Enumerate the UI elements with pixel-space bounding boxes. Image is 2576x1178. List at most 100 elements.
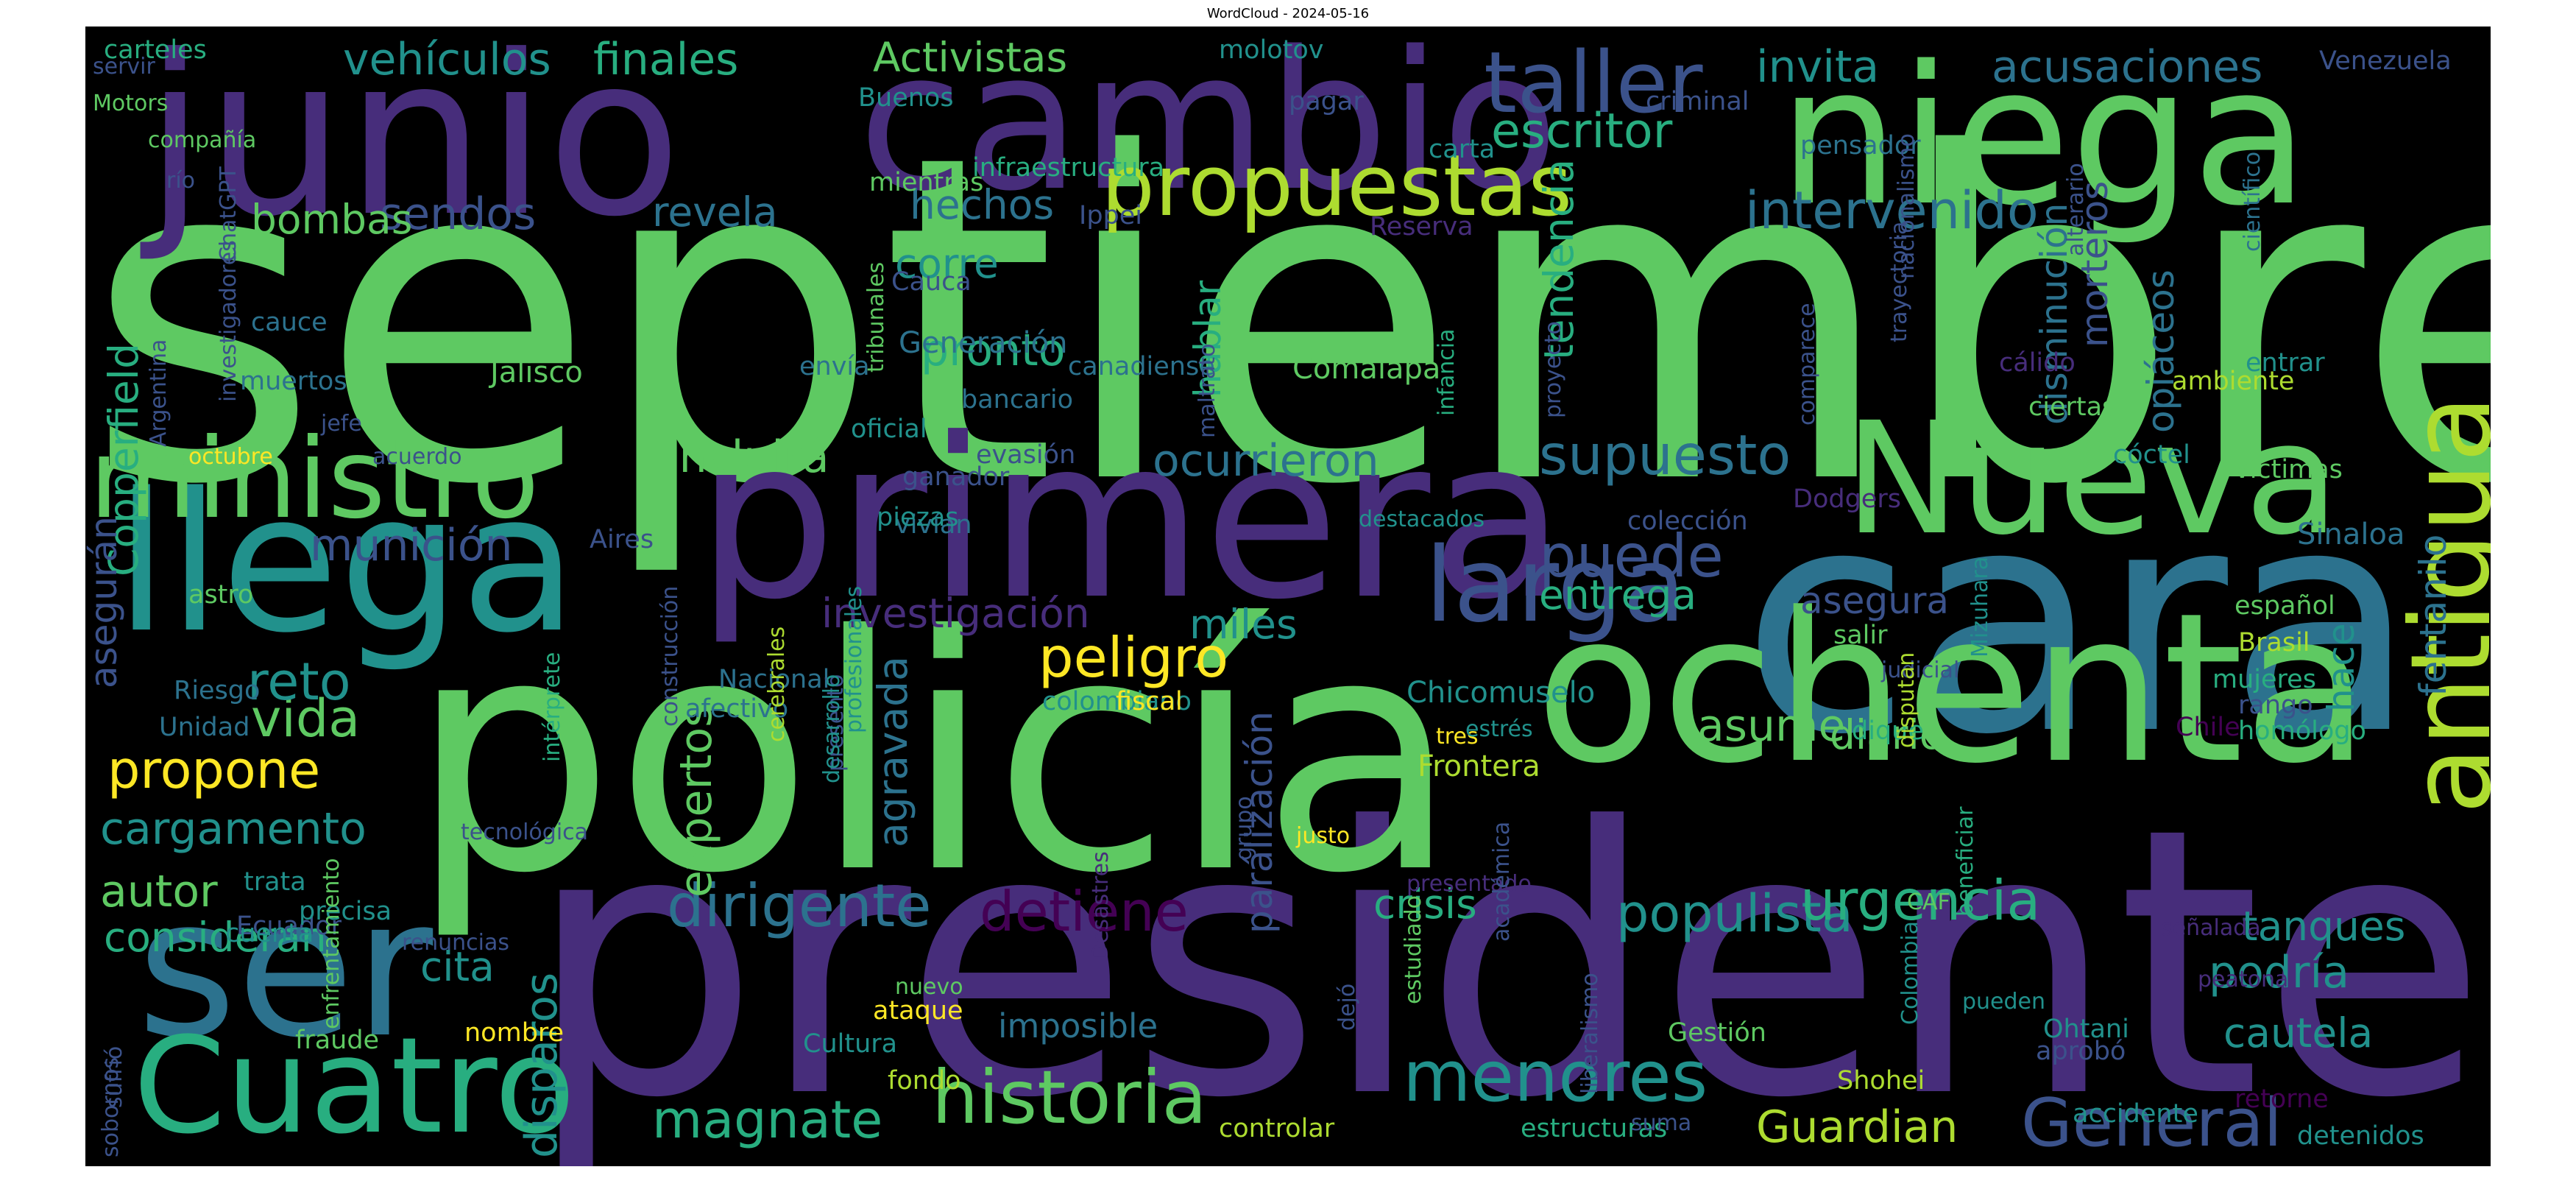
word-ser: ser xyxy=(137,858,434,1080)
word-general: General xyxy=(2021,1084,2282,1162)
word-autor: autor xyxy=(100,866,218,917)
word-dirigente: dirigente xyxy=(667,872,932,940)
word-oficial: oficial xyxy=(851,415,927,444)
word-opiaceos: opiáceos xyxy=(2140,269,2182,433)
word-muertos: muertos xyxy=(240,367,347,396)
word-presentado: presentado xyxy=(1406,871,1532,897)
word-dodgers: Dodgers xyxy=(1793,484,1901,514)
word-nuevo: nuevo xyxy=(895,974,963,1000)
word-mujeres: mujeres xyxy=(2212,665,2316,694)
word-bancario: bancario xyxy=(961,385,1074,415)
word-municion: munición xyxy=(310,520,513,571)
word-dejo: dejó xyxy=(1334,983,1360,1031)
word-shohei: Shohei xyxy=(1837,1066,1925,1096)
word-cultura: Cultura xyxy=(803,1029,898,1059)
word-controlar: controlar xyxy=(1219,1114,1335,1143)
word-frontera: Frontera xyxy=(1418,750,1540,783)
word-cautela: cautela xyxy=(2223,1009,2374,1057)
word-coleccion: colección xyxy=(1627,507,1748,536)
word-salir: salir xyxy=(1833,621,1888,650)
word-investigadores: investigadores xyxy=(216,240,241,402)
word-menores: menores xyxy=(1403,1037,1708,1118)
word-octubre: octubre xyxy=(188,444,273,470)
word-tribunales: tribunales xyxy=(863,261,889,373)
word-larga: larga xyxy=(1425,526,1686,646)
word-beneficiar: beneficiar xyxy=(1953,806,1978,917)
word-profesionales: profesionales xyxy=(841,585,867,733)
word-urgencia: urgencia xyxy=(1800,868,2041,933)
word-ochenta: ochenta xyxy=(1535,569,2370,809)
word-suma: suma xyxy=(1631,1110,1692,1136)
word-agravada: agravada xyxy=(869,656,916,847)
word-generacion: Generación xyxy=(899,326,1068,360)
word-grupo: grupo xyxy=(1231,796,1257,861)
word-maltrato: maltrato xyxy=(1195,343,1220,438)
word-vivian: vivían xyxy=(895,510,972,540)
word-asume: asume xyxy=(1697,700,1846,752)
word-llega: llega xyxy=(115,453,578,675)
word-construccion: construcción xyxy=(657,585,683,727)
word-cara: cara xyxy=(1741,442,2418,803)
word-criminal: criminal xyxy=(1646,87,1749,116)
word-propone: propone xyxy=(107,740,321,800)
word-fiscal: fiscal xyxy=(1116,687,1183,716)
word-precisa: precisa xyxy=(299,897,392,926)
word-estructuras: estructuras xyxy=(1521,1114,1668,1143)
word-enfrentamiento: enfrentamiento xyxy=(319,858,344,1029)
word-colombiano: colombiano xyxy=(1042,687,1192,716)
word-mizuhara: Mizuhara xyxy=(1967,556,1993,657)
word-aires: Aires xyxy=(590,525,654,554)
word-diario: diario xyxy=(1830,711,1945,758)
word-infraestructura: infraestructura xyxy=(972,153,1165,183)
word-cuenta: cuenta xyxy=(225,919,314,948)
word-argentina: Argentina xyxy=(146,339,171,447)
word-disputan: disputan xyxy=(1894,652,1919,748)
word-cita: cita xyxy=(420,943,495,990)
word-canadiense: canadiense xyxy=(1068,352,1215,381)
word-investigacion: investigación xyxy=(821,590,1090,637)
word-activistas: Activistas xyxy=(873,34,1068,81)
word-carteles: carteles xyxy=(104,35,207,65)
word-evasion: evasión xyxy=(976,440,1076,470)
word-detenidos: detenidos xyxy=(2297,1121,2424,1151)
word-desastres: Desastres xyxy=(1088,851,1114,961)
word-colombia: Colombia xyxy=(1897,921,1923,1025)
word-populista: populista xyxy=(1616,884,1853,944)
word-accidente: accidente xyxy=(2073,1099,2198,1129)
word-ecuador: Ecuador xyxy=(236,911,342,941)
word-acusaciones: acusaciones xyxy=(1992,41,2263,93)
word-guardian: Guardian xyxy=(1756,1101,1958,1153)
word-piezas: piezas xyxy=(877,503,959,532)
word-corre: corre xyxy=(895,240,999,287)
word-brasil: Brasil xyxy=(2238,628,2310,657)
word-pensador: pensador xyxy=(1800,131,1921,161)
word-ohtani: Ohtani xyxy=(2043,1015,2129,1044)
word-acuerdo: acuerdo xyxy=(372,444,462,470)
word-molotov: molotov xyxy=(1219,35,1324,65)
word-tecnologica: tecnológica xyxy=(461,819,589,845)
word-afectivo: afectivo xyxy=(685,694,789,724)
word-cambio: cambio xyxy=(858,27,1559,233)
word-renuncias: renuncias xyxy=(402,930,510,956)
word-senalada: señalada xyxy=(2161,915,2261,941)
word-vehiculos: vehículos xyxy=(343,34,551,85)
word-nueva: Nueva xyxy=(1844,389,2340,569)
word-mientras: mientras xyxy=(869,168,984,197)
word-aprobo: aprobó xyxy=(2036,1037,2126,1066)
word-ambiente: ambiente xyxy=(2172,367,2295,396)
word-miles: miles xyxy=(1189,601,1298,648)
word-servir: servir xyxy=(93,54,155,80)
word-taller: taller xyxy=(1484,34,1703,133)
word-ministro: ministro xyxy=(89,415,539,543)
word-podria: podría xyxy=(2209,947,2349,998)
word-interprete: intérprete xyxy=(539,652,565,762)
word-asegura: asegura xyxy=(1800,579,1950,622)
word-caf: CAF xyxy=(1907,889,1950,915)
word-escritor: escritor xyxy=(1491,104,1673,159)
word-consideran: consideran xyxy=(104,914,327,961)
word-judicial: judicial xyxy=(1881,657,1960,683)
word-hace: hace xyxy=(2320,623,2363,712)
chart-title: WordCloud - 2024-05-16 xyxy=(1206,6,1370,21)
word-compania: compañía xyxy=(148,127,257,153)
word-homologo: homólogo xyxy=(2238,716,2366,746)
